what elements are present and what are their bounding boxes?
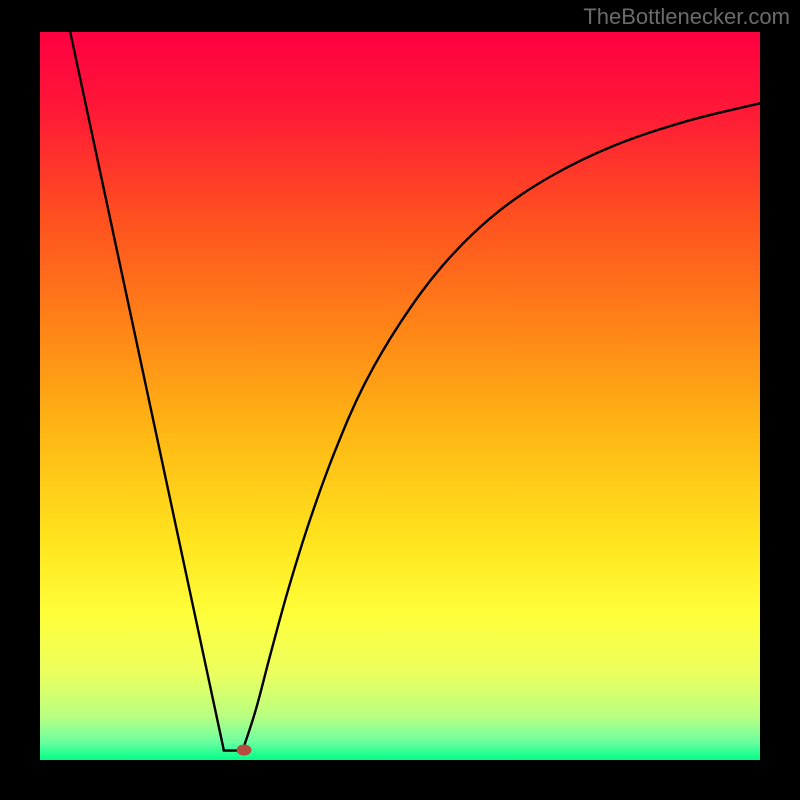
plot-area [40,32,760,760]
bottleneck-curve-path [70,32,760,751]
curve-svg [40,32,760,760]
chart-container: TheBottlenecker.com [0,0,800,800]
minimum-marker [236,744,251,755]
watermark-text: TheBottlenecker.com [583,4,790,30]
